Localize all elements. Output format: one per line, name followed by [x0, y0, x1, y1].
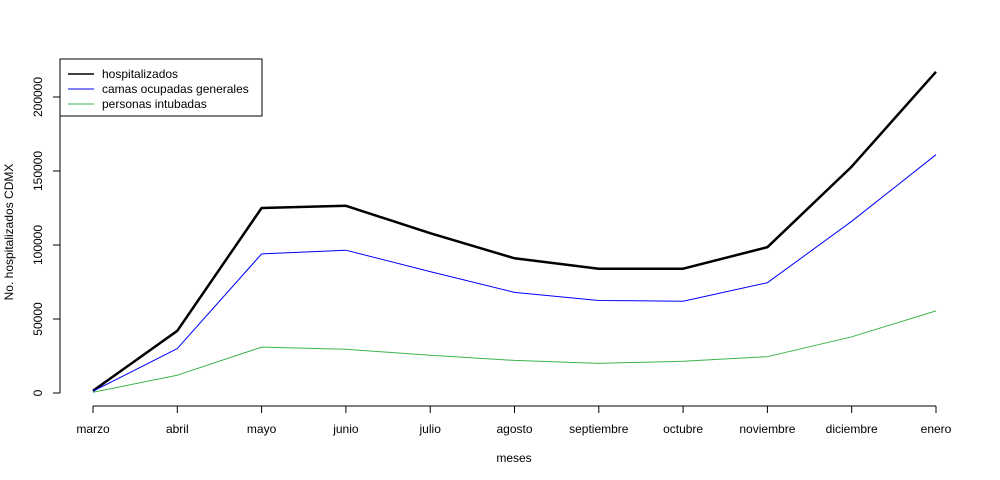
x-tick-label: julio	[419, 422, 442, 436]
legend-label: camas ocupadas generales	[102, 82, 249, 96]
x-tick-label: mayo	[247, 422, 277, 436]
x-tick-label: abril	[166, 422, 189, 436]
x-tick-label: agosto	[496, 422, 532, 436]
y-tick-label: 50000	[31, 302, 45, 336]
x-tick-label: noviembre	[739, 422, 795, 436]
x-tick-label: octubre	[663, 422, 703, 436]
x-axis: marzo abril mayo junio julio agosto septiembre…	[76, 405, 952, 436]
plot-area	[92, 70, 937, 393]
y-tick-label: 0	[31, 389, 45, 396]
legend-box	[59, 58, 263, 117]
series-line-1	[92, 70, 937, 392]
y-axis-label: No. hospitalizados CDMX	[2, 164, 16, 301]
x-tick-label: junio	[332, 422, 359, 436]
series-line-3	[92, 310, 937, 393]
x-tick-label: diciembre	[826, 422, 878, 436]
y-tick-label: 100000	[31, 225, 45, 265]
y-tick-label: 150000	[31, 151, 45, 191]
x-tick-label: marzo	[76, 422, 110, 436]
series-line-2	[92, 154, 937, 392]
x-tick-label: septiembre	[569, 422, 629, 436]
x-tick-label: enero	[921, 422, 952, 436]
x-axis-label: meses	[496, 451, 531, 465]
y-tick-label: 200000	[31, 77, 45, 117]
legend-label: personas intubadas	[102, 97, 207, 111]
y-axis: 0 50000 100000 150000 200000	[31, 77, 61, 396]
legend-label: hospitalizados	[102, 67, 178, 81]
